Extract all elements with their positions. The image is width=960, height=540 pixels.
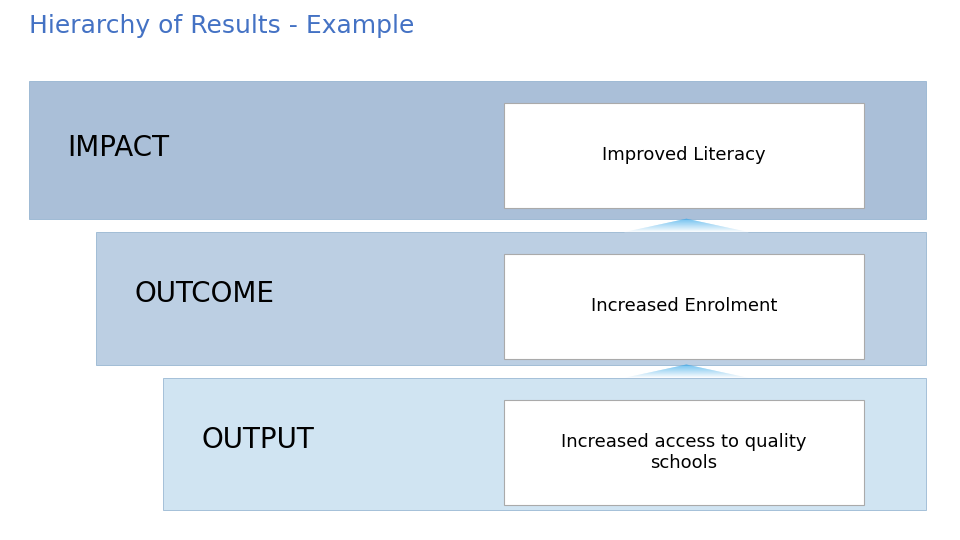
FancyBboxPatch shape	[504, 103, 864, 208]
FancyBboxPatch shape	[504, 254, 864, 359]
FancyBboxPatch shape	[96, 232, 926, 364]
Text: OUTPUT: OUTPUT	[202, 426, 314, 454]
FancyBboxPatch shape	[504, 400, 864, 505]
Text: Increased access to quality
schools: Increased access to quality schools	[562, 433, 806, 471]
FancyBboxPatch shape	[29, 81, 926, 219]
Text: Hierarchy of Results - Example: Hierarchy of Results - Example	[29, 14, 414, 37]
Text: IMPACT: IMPACT	[67, 134, 169, 163]
Text: OUTCOME: OUTCOME	[134, 280, 275, 308]
Text: Increased Enrolment: Increased Enrolment	[590, 298, 778, 315]
Text: Improved Literacy: Improved Literacy	[602, 146, 766, 164]
FancyBboxPatch shape	[163, 378, 926, 510]
